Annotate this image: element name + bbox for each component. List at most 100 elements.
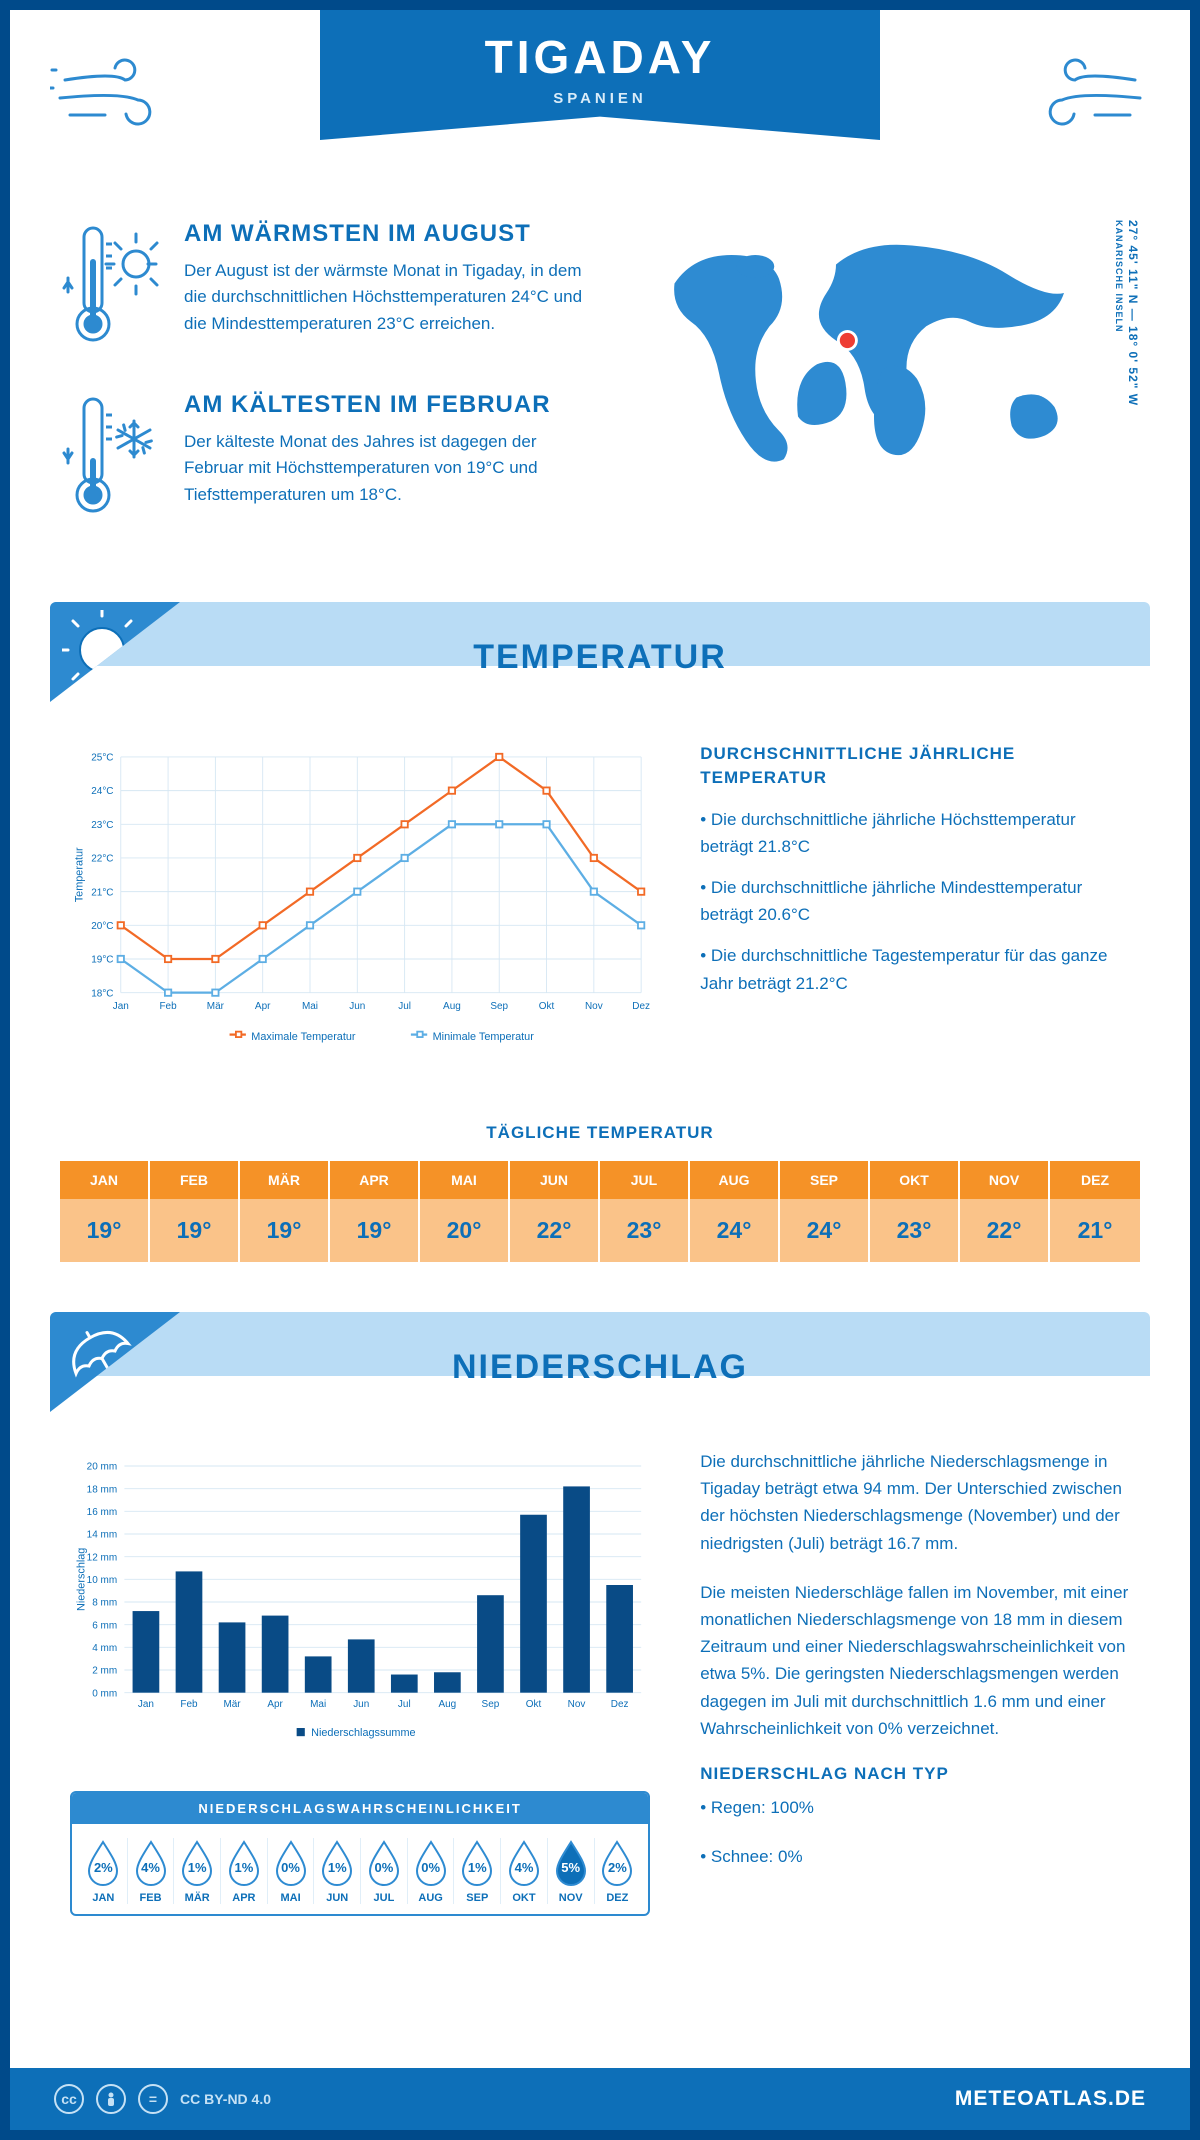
temp-title: TEMPERATUR [50, 602, 1150, 677]
prob-cell: 4% FEB [127, 1838, 174, 1904]
table-header: NOV [960, 1161, 1050, 1199]
license-text: CC BY-ND 4.0 [180, 2091, 271, 2107]
svg-text:18 mm: 18 mm [87, 1484, 117, 1495]
table-header: JUL [600, 1161, 690, 1199]
svg-text:Jun: Jun [349, 1001, 365, 1012]
temp-section-header: TEMPERATUR [50, 602, 1150, 702]
precip-summary: Die durchschnittliche jährliche Niedersc… [700, 1442, 1130, 1916]
svg-text:Okt: Okt [526, 1699, 542, 1710]
svg-text:Dez: Dez [632, 1001, 650, 1012]
svg-text:Sep: Sep [490, 1001, 508, 1012]
cold-block: AM KÄLTESTEN IM FEBRUAR Der kälteste Mon… [60, 391, 606, 526]
table-header: AUG [690, 1161, 780, 1199]
intro: AM WÄRMSTEN IM AUGUST Der August ist der… [10, 190, 1190, 602]
svg-text:12 mm: 12 mm [87, 1552, 117, 1563]
table-header: MAI [420, 1161, 510, 1199]
warm-text: Der August ist der wärmste Monat in Tiga… [184, 258, 584, 337]
table-cell: 19° [240, 1199, 330, 1262]
wind-icon [50, 40, 180, 145]
cold-text: Der kälteste Monat des Jahres ist dagege… [184, 429, 584, 508]
svg-text:Minimale Temperatur: Minimale Temperatur [433, 1031, 535, 1043]
temp-body: 18°C19°C20°C21°C22°C23°C24°C25°CJanFebMä… [10, 702, 1190, 1097]
precipitation-bar-chart: 0 mm2 mm4 mm6 mm8 mm10 mm12 mm14 mm16 mm… [70, 1442, 650, 1767]
precip-type-line: • Schnee: 0% [700, 1843, 1130, 1870]
table-cell: 19° [330, 1199, 420, 1262]
table-header: MÄR [240, 1161, 330, 1199]
svg-text:0 mm: 0 mm [92, 1688, 117, 1699]
precip-para: Die durchschnittliche jährliche Niedersc… [700, 1448, 1130, 1557]
temp-summary: DURCHSCHNITTLICHE JÄHRLICHE TEMPERATUR •… [700, 732, 1130, 1077]
table-header: JAN [60, 1161, 150, 1199]
svg-text:Okt: Okt [539, 1001, 555, 1012]
table-cell: 21° [1050, 1199, 1140, 1262]
prob-cell: 1% SEP [453, 1838, 500, 1904]
table-cell: 24° [690, 1199, 780, 1262]
table-header: JUN [510, 1161, 600, 1199]
svg-text:23°C: 23°C [91, 820, 113, 831]
svg-text:Apr: Apr [255, 1001, 271, 1012]
prob-cell: 2% DEZ [594, 1838, 641, 1904]
daily-temp-title: TÄGLICHE TEMPERATUR [10, 1123, 1190, 1143]
world-map-icon [646, 220, 1102, 485]
coordinates: 27° 45' 11" N — 18° 0' 52" W KANARISCHE … [1112, 220, 1140, 406]
svg-text:Aug: Aug [443, 1001, 461, 1012]
warm-title: AM WÄRMSTEN IM AUGUST [184, 220, 584, 248]
table-cell: 23° [870, 1199, 960, 1262]
svg-text:Mär: Mär [223, 1699, 241, 1710]
precip-probability-box: NIEDERSCHLAGSWAHRSCHEINLICHKEIT 2% JAN 4… [70, 1791, 650, 1916]
temp-summary-line: • Die durchschnittliche Tagestemperatur … [700, 942, 1130, 996]
svg-text:16 mm: 16 mm [87, 1507, 117, 1518]
svg-text:4 mm: 4 mm [92, 1643, 117, 1654]
svg-text:Jan: Jan [113, 1001, 129, 1012]
cold-title: AM KÄLTESTEN IM FEBRUAR [184, 391, 584, 419]
location-title: TIGADAY [320, 30, 880, 84]
prob-cell: 2% JAN [80, 1838, 127, 1904]
svg-text:25°C: 25°C [91, 753, 113, 764]
svg-text:Niederschlag: Niederschlag [76, 1548, 88, 1611]
prob-cell: 5% NOV [547, 1838, 594, 1904]
brand: METEOATLAS.DE [955, 2087, 1146, 2111]
footer: cc = CC BY-ND 4.0 METEOATLAS.DE [10, 2068, 1190, 2130]
svg-text:Jul: Jul [398, 1001, 411, 1012]
precip-para: Die meisten Niederschläge fallen im Nove… [700, 1579, 1130, 1742]
svg-text:Jan: Jan [138, 1699, 154, 1710]
prob-title: NIEDERSCHLAGSWAHRSCHEINLICHKEIT [72, 1793, 648, 1824]
precip-body: 0 mm2 mm4 mm6 mm8 mm10 mm12 mm14 mm16 mm… [10, 1412, 1190, 1936]
table-header: APR [330, 1161, 420, 1199]
prob-cell: 0% JUL [360, 1838, 407, 1904]
table-cell: 24° [780, 1199, 870, 1262]
table-cell: 22° [510, 1199, 600, 1262]
svg-text:Mai: Mai [302, 1001, 318, 1012]
prob-cell: 1% MÄR [173, 1838, 220, 1904]
prob-cell: 1% JUN [313, 1838, 360, 1904]
table-cell: 19° [60, 1199, 150, 1262]
cc-icon: cc [54, 2084, 84, 2114]
svg-text:Jun: Jun [353, 1699, 369, 1710]
table-header: SEP [780, 1161, 870, 1199]
precip-type-line: • Regen: 100% [700, 1794, 1130, 1821]
svg-text:21°C: 21°C [91, 887, 113, 898]
precip-title: NIEDERSCHLAG [50, 1312, 1150, 1387]
svg-text:14 mm: 14 mm [87, 1530, 117, 1541]
precip-left: 0 mm2 mm4 mm6 mm8 mm10 mm12 mm14 mm16 mm… [70, 1442, 650, 1916]
intro-text: AM WÄRMSTEN IM AUGUST Der August ist der… [60, 220, 606, 562]
daily-temp-table: JANFEBMÄRAPRMAIJUNJULAUGSEPOKTNOVDEZ19°1… [60, 1161, 1140, 1262]
license: cc = CC BY-ND 4.0 [54, 2084, 271, 2114]
svg-text:Niederschlagssumme: Niederschlagssumme [311, 1727, 415, 1739]
svg-text:Nov: Nov [585, 1001, 603, 1012]
svg-text:18°C: 18°C [91, 988, 113, 999]
svg-text:Sep: Sep [482, 1699, 500, 1710]
header: TIGADAY SPANIEN [10, 10, 1190, 190]
svg-text:24°C: 24°C [91, 786, 113, 797]
nd-icon: = [138, 2084, 168, 2114]
prob-cell: 4% OKT [500, 1838, 547, 1904]
title-banner: TIGADAY SPANIEN [320, 10, 880, 140]
svg-text:Feb: Feb [180, 1699, 198, 1710]
svg-text:10 mm: 10 mm [87, 1575, 117, 1586]
thermometer-snow-icon [60, 391, 160, 526]
svg-text:Feb: Feb [159, 1001, 177, 1012]
table-cell: 19° [150, 1199, 240, 1262]
table-cell: 23° [600, 1199, 690, 1262]
by-icon [96, 2084, 126, 2114]
prob-cell: 0% MAI [267, 1838, 314, 1904]
